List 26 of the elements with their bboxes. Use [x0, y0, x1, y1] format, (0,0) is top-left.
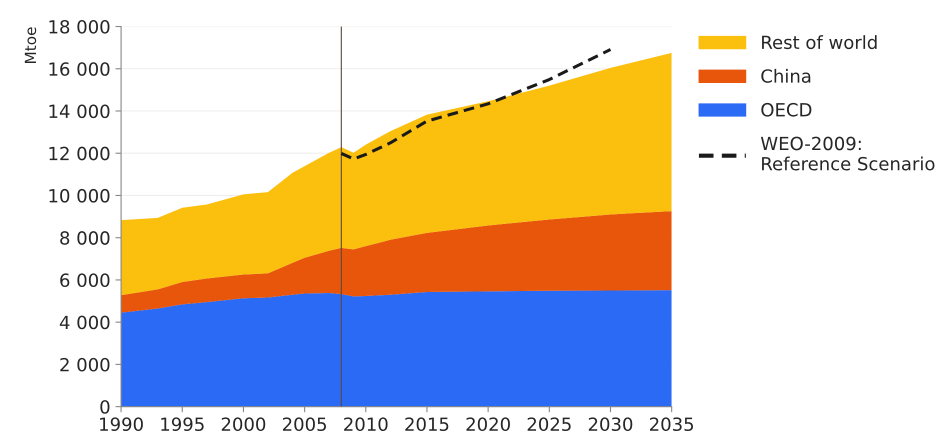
- x-tick-label: 1995: [161, 417, 204, 432]
- y-tick-label: 2 000: [60, 358, 110, 372]
- x-tick-label: 2025: [528, 417, 571, 432]
- x-tick-label: 2020: [466, 417, 510, 432]
- x-tick-label: 2030: [588, 417, 632, 432]
- legend-label: China: [761, 68, 810, 83]
- y-tick-label: 8 000: [60, 231, 110, 245]
- legend-label: Rest of world: [762, 35, 877, 50]
- x-tick-label: 2010: [344, 417, 388, 432]
- x-tick-label: 2015: [405, 417, 448, 432]
- y-tick-label: 0: [100, 400, 110, 414]
- y-tick-label: 14 000: [49, 104, 110, 118]
- x-tick-label: 2005: [282, 417, 326, 432]
- y-axis-title: Mtoe: [24, 27, 36, 63]
- legend-label: WEO-2009: Reference Scenario: [760, 136, 934, 171]
- y-tick-label: 4 000: [60, 316, 110, 330]
- y-tick-label: 18 000: [49, 20, 110, 34]
- y-tick-label: 10 000: [49, 188, 110, 203]
- x-tick-label: 2000: [222, 417, 266, 432]
- y-tick-label: 12 000: [49, 146, 110, 160]
- line-series: [340, 48, 612, 160]
- legend-label: OECD: [761, 102, 812, 117]
- x-tick-label: 1990: [100, 417, 143, 432]
- y-tick-label: 6 000: [60, 273, 110, 288]
- y-tick-label: 16 000: [49, 62, 110, 76]
- x-tick-label: 2035: [650, 417, 694, 432]
